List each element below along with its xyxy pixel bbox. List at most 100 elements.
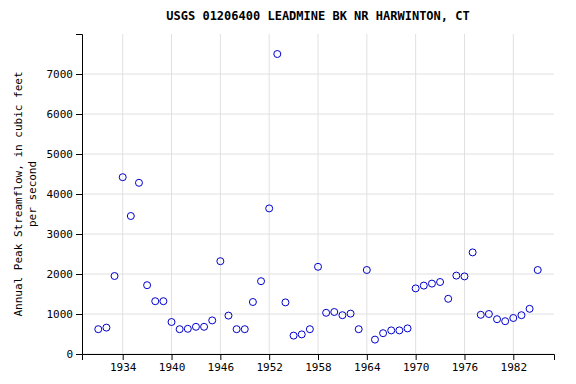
point <box>510 315 517 322</box>
point <box>323 309 330 316</box>
tick-mark <box>416 354 417 360</box>
tick: 5000 <box>47 148 83 161</box>
tick: 1940 <box>159 354 186 374</box>
tick: 4000 <box>47 188 83 201</box>
axis-line <box>76 35 83 355</box>
point <box>274 51 281 58</box>
point <box>526 305 533 312</box>
title: USGS 01206400 LEADMINE BK NR HARWINTON, … <box>166 9 469 23</box>
tick: 1982 <box>501 354 527 374</box>
point <box>144 282 151 289</box>
point <box>249 299 256 306</box>
tick: 6000 <box>47 108 83 121</box>
tick-mark <box>464 354 465 360</box>
point <box>445 295 452 302</box>
tick-mark <box>367 354 368 360</box>
point <box>152 298 159 305</box>
point <box>371 336 378 343</box>
point <box>388 327 395 334</box>
y-axis-label-line: Annual Peak Streamflow, in cubic feet <box>12 71 25 316</box>
tick-mark <box>76 354 82 355</box>
tick-mark <box>220 354 221 360</box>
tick-label: 0 <box>66 348 73 361</box>
tick-mark <box>172 354 173 360</box>
tick: 7000 <box>47 68 83 81</box>
point <box>233 326 240 333</box>
tick: 1000 <box>47 308 83 321</box>
point <box>282 299 289 306</box>
point <box>363 267 370 274</box>
point <box>420 282 427 289</box>
tick-mark <box>76 194 82 195</box>
point <box>339 312 346 319</box>
point <box>396 327 403 334</box>
tick: 3000 <box>47 228 83 241</box>
grid-line-y <box>82 74 554 75</box>
tick-label: 1946 <box>208 361 235 374</box>
point <box>477 311 484 318</box>
point <box>119 174 126 181</box>
point <box>315 263 322 270</box>
point <box>355 326 362 333</box>
tick-label: 1000 <box>47 308 74 321</box>
tick: 0 <box>66 348 82 361</box>
axis-line <box>83 355 555 361</box>
tick-label: 6000 <box>47 108 74 121</box>
point <box>135 179 142 186</box>
tick-mark <box>76 154 82 155</box>
tick-label: 1982 <box>501 361 527 374</box>
tick: 1952 <box>256 354 283 374</box>
point <box>331 309 338 316</box>
point <box>111 273 118 280</box>
tick-mark <box>513 354 514 360</box>
point <box>290 332 297 339</box>
points <box>95 51 541 344</box>
point <box>217 258 224 265</box>
point <box>404 325 411 332</box>
grid-line-y <box>82 194 554 195</box>
point <box>347 310 354 317</box>
point <box>437 279 444 286</box>
point <box>534 267 541 274</box>
point <box>201 323 208 330</box>
tick: 1976 <box>452 354 479 374</box>
point <box>494 316 501 323</box>
point <box>95 326 102 333</box>
tick-mark <box>123 354 124 360</box>
grid-line-y <box>82 314 554 315</box>
tick-label: 4000 <box>47 188 74 201</box>
tick-label: 2000 <box>47 268 74 281</box>
tick-mark <box>76 74 82 75</box>
tick-mark <box>76 274 82 275</box>
point <box>380 330 387 337</box>
point <box>160 298 167 305</box>
point <box>518 312 525 319</box>
y-axis-label: Annual Peak Streamflow, in cubic feetper… <box>12 71 39 316</box>
tick: 2000 <box>47 268 83 281</box>
tick: 1958 <box>305 354 332 374</box>
point <box>168 319 175 326</box>
point <box>258 278 265 285</box>
point <box>298 331 305 338</box>
tick-label: 1958 <box>305 361 332 374</box>
grid-line-y <box>82 234 554 235</box>
tick-label: 1940 <box>159 361 186 374</box>
point <box>225 312 232 319</box>
chart-container: 1934194019461952195819641970197619820100… <box>0 0 576 384</box>
tick-label: 3000 <box>47 228 74 241</box>
grid-line-y <box>82 114 554 115</box>
point <box>192 323 199 330</box>
point <box>306 326 313 333</box>
point <box>241 326 248 333</box>
x-axis: 193419401946195219581964197019761982 <box>83 354 555 374</box>
point <box>453 272 460 279</box>
point <box>485 311 492 318</box>
point <box>103 324 110 331</box>
grid <box>82 34 554 354</box>
tick-mark <box>269 354 270 360</box>
tick-label: 1970 <box>403 361 430 374</box>
point <box>412 285 419 292</box>
point <box>502 318 509 325</box>
tick-label: 1964 <box>354 361 381 374</box>
tick-mark <box>76 314 82 315</box>
